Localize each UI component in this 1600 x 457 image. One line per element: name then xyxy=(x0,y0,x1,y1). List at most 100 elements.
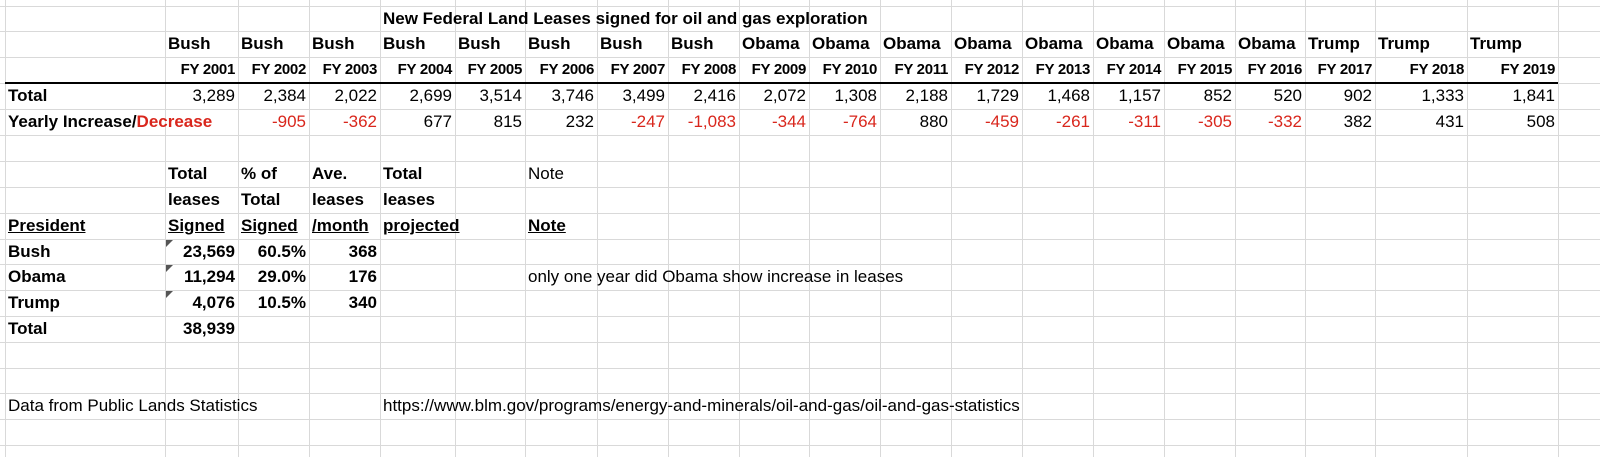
grid-row-line xyxy=(0,135,1600,136)
grid-column-line xyxy=(1467,0,1468,457)
comment-indicator xyxy=(166,265,173,272)
note-label: Note xyxy=(528,216,566,235)
value-cell: -247 xyxy=(630,112,665,131)
summary-header: leases xyxy=(383,190,435,209)
fiscal-year-header: FY 2001 xyxy=(180,61,236,78)
row-label-part: Yearly Increase/ xyxy=(8,112,137,131)
average-per-month: 368 xyxy=(348,242,377,261)
grid-column-line xyxy=(668,0,669,457)
value-cell: -332 xyxy=(1267,112,1302,131)
value-cell: 3,746 xyxy=(551,86,594,105)
grid-column-line xyxy=(238,0,239,457)
president-name: Obama xyxy=(8,267,66,286)
summary-header: Total xyxy=(241,190,281,209)
grid-row-line xyxy=(0,161,1600,162)
grid-row-line xyxy=(0,187,1600,188)
value-cell: -1,083 xyxy=(687,112,736,131)
value-cell: 508 xyxy=(1526,112,1555,131)
percent-total: 10.5% xyxy=(257,293,306,312)
fiscal-year-header: FY 2005 xyxy=(467,61,523,78)
grid-column-line xyxy=(1235,0,1236,457)
value-cell: 677 xyxy=(423,112,452,131)
grid-row-line xyxy=(0,368,1600,369)
grid-column-line xyxy=(739,0,740,457)
summary-header: Signed xyxy=(168,216,225,235)
value-cell: 852 xyxy=(1203,86,1232,105)
grid-column-line xyxy=(1022,0,1023,457)
total-signed: 4,076 xyxy=(192,293,235,312)
note-label: Note xyxy=(528,164,564,183)
value-cell: -459 xyxy=(984,112,1019,131)
grid-column-line xyxy=(880,0,881,457)
president-header: Obama xyxy=(1238,34,1296,53)
fiscal-year-header: FY 2011 xyxy=(894,61,948,78)
grid-row-line xyxy=(0,31,1600,32)
grid-column-line xyxy=(809,0,810,457)
president-name: Bush xyxy=(8,242,51,261)
summary-total-value: 38,939 xyxy=(183,319,235,338)
president-header: Bush xyxy=(458,34,501,53)
fiscal-year-header: FY 2016 xyxy=(1247,61,1303,78)
comment-indicator xyxy=(166,291,173,298)
president-header: Bush xyxy=(383,34,426,53)
value-cell: -764 xyxy=(842,112,877,131)
grid-column-line xyxy=(455,0,456,457)
value-cell: 880 xyxy=(919,112,948,131)
fiscal-year-header: FY 2015 xyxy=(1177,61,1233,78)
note-text: only one year did Obama show increase in… xyxy=(528,267,904,286)
grid-row-line xyxy=(0,264,1600,265)
grid-column-line xyxy=(1558,0,1559,457)
president-header: Bush xyxy=(168,34,211,53)
summary-header: Total xyxy=(168,164,208,183)
grid-column-line xyxy=(1093,0,1094,457)
fiscal-year-header: FY 2004 xyxy=(397,61,453,78)
value-cell: 1,333 xyxy=(1421,86,1464,105)
fiscal-year-header: FY 2010 xyxy=(822,61,878,78)
comment-indicator xyxy=(166,240,173,247)
president-header: Obama xyxy=(1167,34,1225,53)
summary-header: Signed xyxy=(241,216,298,235)
value-cell: -261 xyxy=(1055,112,1090,131)
president-header: Obama xyxy=(812,34,870,53)
value-cell: 815 xyxy=(493,112,522,131)
grid-column-line xyxy=(597,0,598,457)
value-cell: 2,188 xyxy=(905,86,948,105)
fiscal-year-header: FY 2007 xyxy=(610,61,666,78)
grid-row-line xyxy=(0,109,1600,110)
fiscal-year-header: FY 2009 xyxy=(751,61,807,78)
president-header: Bush xyxy=(671,34,714,53)
header-rule xyxy=(5,82,1558,84)
value-cell: 382 xyxy=(1343,112,1372,131)
summary-header: leases xyxy=(312,190,364,209)
value-cell: -905 xyxy=(271,112,306,131)
grid-row-line xyxy=(0,57,1600,58)
value-cell: 520 xyxy=(1273,86,1302,105)
average-per-month: 176 xyxy=(348,267,377,286)
grid-column-line xyxy=(1164,0,1165,457)
value-cell: 1,157 xyxy=(1118,86,1161,105)
fiscal-year-header: FY 2003 xyxy=(322,61,378,78)
grid-row-line xyxy=(0,316,1600,317)
grid-column-line xyxy=(380,0,381,457)
president-header: Obama xyxy=(1096,34,1154,53)
grid-row-line xyxy=(0,290,1600,291)
value-cell: 2,416 xyxy=(693,86,736,105)
president-header: Bush xyxy=(528,34,571,53)
grid-column-line xyxy=(5,0,6,457)
grid-row-line xyxy=(0,6,1600,7)
value-cell: 1,308 xyxy=(834,86,877,105)
row-label-part: Decrease xyxy=(136,112,213,131)
grid-row-line xyxy=(0,342,1600,343)
president-header: Trump xyxy=(1308,34,1360,53)
grid-row-line xyxy=(0,213,1600,214)
grid-column-line xyxy=(525,0,526,457)
fiscal-year-header: FY 2017 xyxy=(1317,61,1373,78)
fiscal-year-header: FY 2002 xyxy=(251,61,307,78)
value-cell: -311 xyxy=(1128,112,1161,131)
president-header: Obama xyxy=(883,34,941,53)
president-heading: President xyxy=(8,216,86,235)
value-cell: 1,729 xyxy=(976,86,1019,105)
value-cell: -344 xyxy=(771,112,806,131)
value-cell: 3,289 xyxy=(192,86,235,105)
